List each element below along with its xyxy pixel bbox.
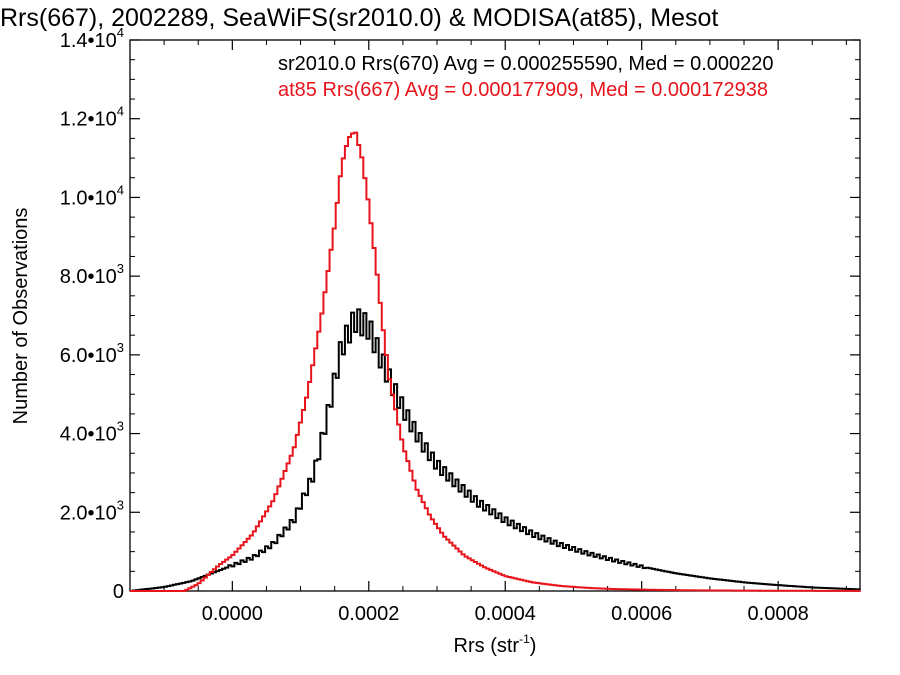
- series-line-at85: [130, 131, 861, 592]
- y-tick-label: 8.0•103: [60, 261, 124, 288]
- series-group: [130, 131, 861, 592]
- y-tick-label: 0: [113, 581, 124, 603]
- legend-entry-2: at85 Rrs(667) Avg = 0.000177909, Med = 0…: [278, 79, 768, 101]
- axis-ticks: [130, 39, 860, 592]
- legend-entry-1: sr2010.0 Rrs(670) Avg = 0.000255590, Med…: [278, 53, 774, 75]
- y-tick-label: 1.0•104: [60, 182, 124, 209]
- y-tick-label: 6.0•103: [60, 340, 124, 367]
- x-axis-label: Rrs (str-1): [454, 632, 537, 657]
- y-tick-labels: 0 2.0•103 4.0•103 6.0•103 8.0•103 1.0•104 1.2•…: [60, 25, 124, 603]
- x-tick-label: 0.0000: [202, 603, 263, 625]
- y-tick-label: 2.0•103: [60, 497, 124, 524]
- y-tick-label: 1.2•104: [60, 104, 124, 131]
- x-tick-label: 0.0006: [611, 603, 672, 625]
- y-tick-label: 4.0•103: [60, 419, 124, 446]
- y-axis-label: Number of Observations: [10, 208, 32, 425]
- legend-annotations: sr2010.0 Rrs(670) Avg = 0.000255590, Med…: [278, 53, 774, 101]
- x-tick-label: 0.0002: [338, 603, 399, 625]
- x-tick-label: 0.0008: [748, 603, 809, 625]
- x-tick-label: 0.0004: [475, 603, 536, 625]
- x-tick-labels: 0.0000 0.0002 0.0004 0.0006 0.0008: [202, 603, 809, 625]
- y-tick-label: 1.4•104: [60, 25, 124, 52]
- series-line-sr2010: [130, 308, 861, 592]
- chart-title: Rrs(667), 2002289, SeaWiFS(sr2010.0) & M…: [0, 4, 718, 32]
